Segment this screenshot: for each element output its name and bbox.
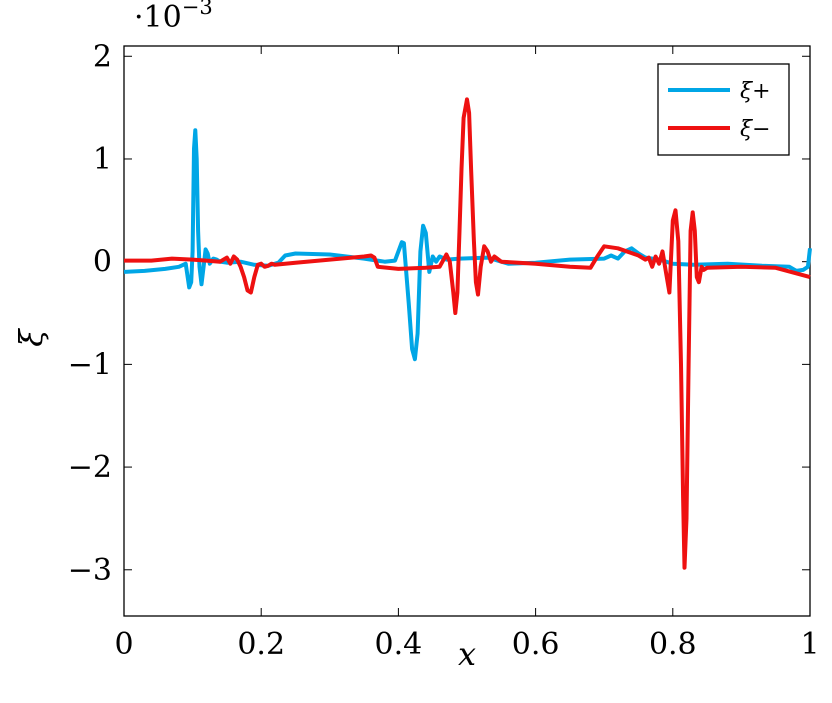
x-tick-label: 0.2 [237,627,285,662]
series-line-xi-plus [123,128,812,362]
legend-label-xi-minus: ξ− [740,117,771,142]
y-scale-label: ·10−3 [134,0,213,35]
y-tick-label: 1 [93,142,112,177]
series-line-xi-minus [124,97,811,570]
x-axis-title: x [458,635,476,673]
x-tick-label: 0.4 [375,627,423,662]
y-tick-label: −1 [68,347,112,382]
y-tick-label: −2 [68,450,112,485]
y-tick-label: 0 [93,245,112,280]
y-scale-exponent: −3 [182,0,213,19]
ticks-group: 0 0.2 0.4 0.6 0.8 1 −3 −2 −1 0 1 2 [68,39,820,662]
y-tick-label: −3 [68,553,112,588]
legend-box [657,63,790,156]
x-tick-label: 0.6 [512,627,560,662]
series-group [123,97,812,570]
legend: ξ+ ξ− [657,63,790,156]
x-tick-label: 1 [800,627,819,662]
x-tick-label: 0 [114,627,133,662]
plot-frame [123,45,811,617]
x-tick-label: 0.8 [649,627,697,662]
legend-label-xi-plus: ξ+ [740,79,771,104]
y-tick-label: 2 [93,39,112,74]
y-axis-title: ξ [12,328,50,347]
